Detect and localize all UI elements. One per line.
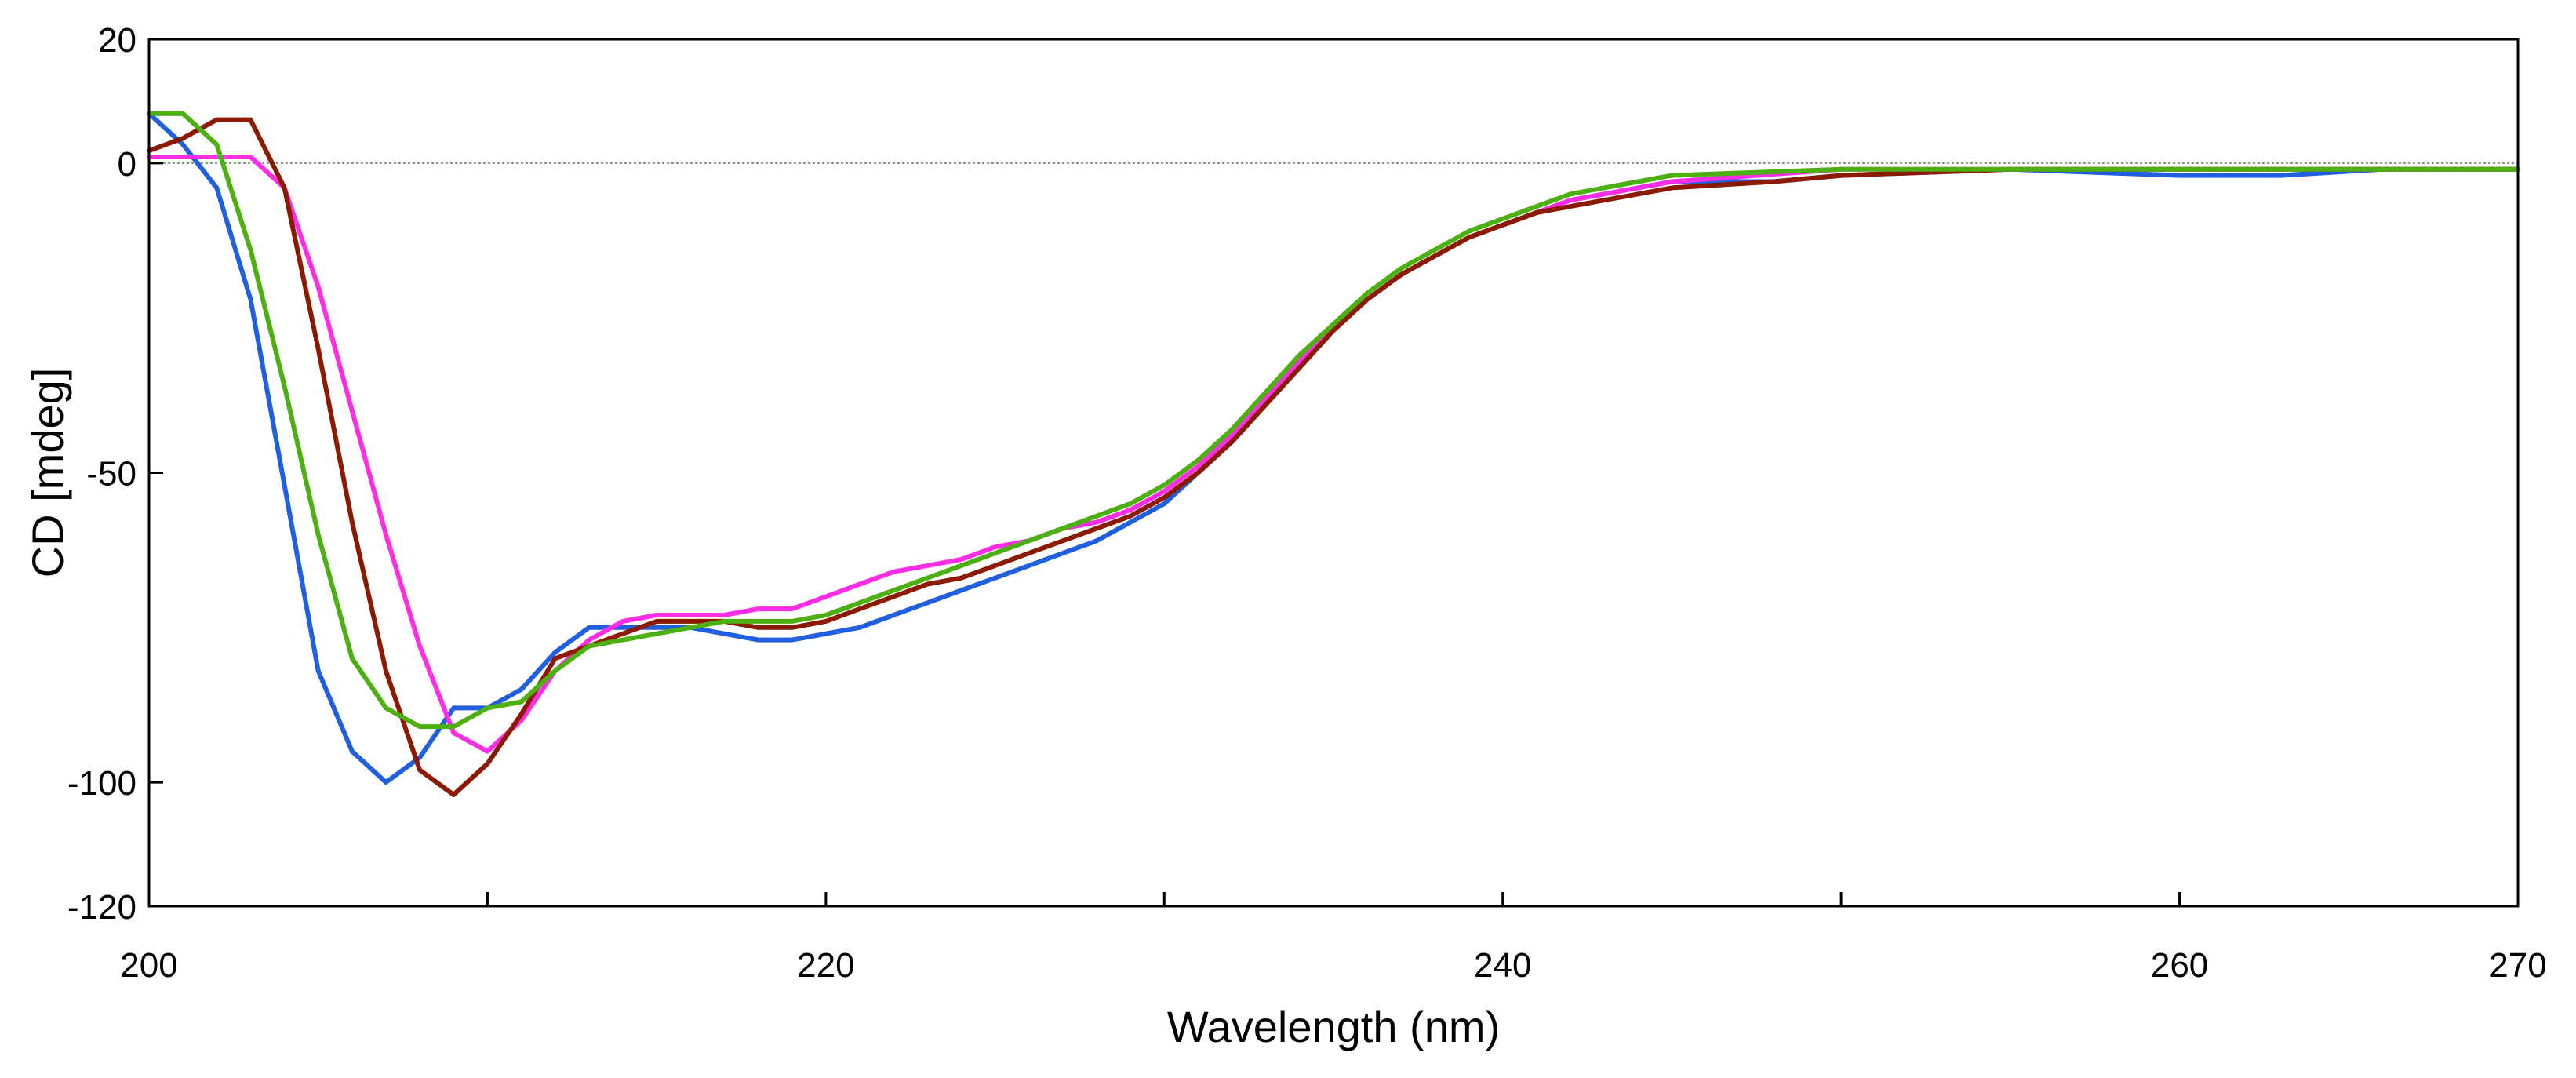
x-tick-label: 260 — [2151, 946, 2208, 985]
series-line-green — [147, 111, 2520, 730]
y-axis-title: CD [mdeg] — [23, 368, 72, 578]
series-line-brown — [147, 117, 2520, 797]
y-tick-label: -100 — [67, 764, 136, 803]
x-tick-label: 240 — [1474, 946, 1531, 985]
x-tick-label: 270 — [2489, 946, 2546, 985]
x-axis-title: Wavelength (nm) — [1167, 1002, 1500, 1051]
y-tick-label: 0 — [118, 145, 136, 184]
x-tick-label: 220 — [797, 946, 854, 985]
series-layer — [147, 111, 2520, 797]
x-tick-label: 200 — [120, 946, 177, 985]
y-tick-label: 20 — [98, 21, 136, 60]
y-tick-label: -50 — [86, 455, 136, 493]
y-tick-label: -120 — [67, 888, 136, 927]
